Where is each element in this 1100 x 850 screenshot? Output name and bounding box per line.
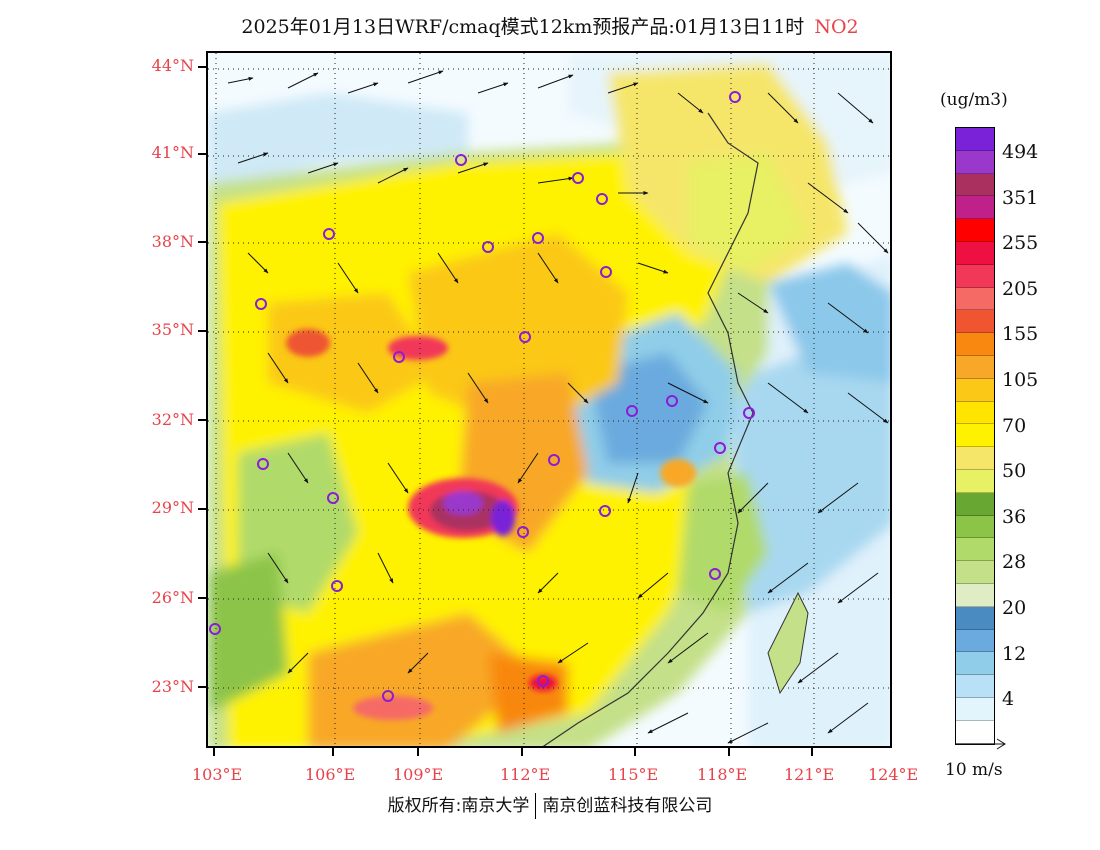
colorbar-label: 155 — [1002, 323, 1039, 346]
lon-label-118: 118°E — [697, 765, 748, 784]
lon-label-115: 115°E — [608, 765, 659, 784]
wind-scale-arrow-icon — [955, 738, 1006, 750]
lat-label-35: 35°N — [151, 320, 194, 339]
colorbar-segment — [956, 697, 994, 721]
lat-label-26: 26°N — [151, 588, 194, 607]
colorbar-label: 20 — [1002, 597, 1027, 619]
colorbar-segment — [956, 583, 994, 607]
colorbar-segment — [956, 287, 994, 311]
footer-copyright: 版权所有:南京大学 — [387, 796, 530, 816]
title-main: 2025年01月13日WRF/cmaq模式12km预报产品:01月13日11时 — [241, 16, 805, 38]
colorbar-segment — [956, 264, 994, 288]
colorbar-segment — [956, 378, 994, 402]
lon-label-121: 121°E — [784, 765, 835, 784]
lat-label-29: 29°N — [151, 498, 194, 517]
colorbar-label: 12 — [1002, 642, 1027, 665]
title-species: NO2 — [814, 16, 859, 38]
colorbar-label: 70 — [1002, 414, 1027, 437]
lat-tick — [198, 330, 206, 332]
map-canvas — [208, 53, 890, 746]
lat-tick — [198, 66, 206, 68]
wind-vectors — [227, 70, 889, 744]
city-markers — [209, 91, 755, 702]
colorbar-label: 28 — [1002, 551, 1027, 574]
colorbar-segment — [956, 333, 994, 356]
lon-label-109: 109°E — [393, 765, 444, 784]
lon-label-103: 103°E — [192, 765, 243, 784]
colorbar-segment — [956, 675, 994, 698]
colorbar-label: 50 — [1002, 460, 1027, 483]
colorbar-segment — [956, 652, 994, 676]
lon-tick — [634, 748, 636, 756]
lat-tick — [198, 597, 206, 599]
colorbar — [955, 127, 995, 745]
lon-tick — [811, 748, 813, 756]
colorbar-segment — [956, 447, 994, 470]
colorbar-segment — [956, 219, 994, 242]
lon-tick — [417, 748, 419, 756]
lat-tick — [198, 686, 206, 688]
colorbar-label: 205 — [1002, 277, 1039, 300]
colorbar-segment — [956, 241, 994, 265]
lon-tick — [213, 748, 215, 756]
lon-tick — [332, 748, 334, 756]
colorbar-label: 4 — [1002, 688, 1015, 711]
pollution-field — [208, 53, 890, 746]
lon-label-124: 124°E — [868, 765, 919, 784]
colorbar-segment — [956, 150, 994, 174]
footer-company: 南京创蓝科技有限公司 — [542, 796, 713, 816]
colorbar-unit: (ug/m3) — [940, 90, 1008, 110]
lon-label-112: 112°E — [500, 765, 551, 784]
colorbar-segment — [956, 173, 994, 197]
lon-tick — [521, 748, 523, 756]
lat-tick — [198, 153, 206, 155]
wind-scale-label: 10 m/s — [945, 760, 1003, 780]
lat-label-32: 32°N — [151, 410, 194, 429]
forecast-map[interactable] — [206, 51, 892, 748]
lat-label-41: 41°N — [151, 143, 194, 162]
colorbar-segment — [956, 128, 994, 151]
colorbar-segment — [956, 561, 994, 584]
copyright-footer: 版权所有:南京大学 南京创蓝科技有限公司 — [0, 791, 1100, 819]
colorbar-segment — [956, 196, 994, 220]
lat-tick — [198, 419, 206, 421]
lat-label-38: 38°N — [151, 232, 194, 251]
lat-tick — [198, 241, 206, 243]
colorbar-label: 36 — [1002, 505, 1027, 528]
colorbar-label: 105 — [1002, 369, 1039, 391]
lon-label-106: 106°E — [305, 765, 356, 784]
lat-label-23: 23°N — [151, 677, 194, 696]
colorbar-label: 351 — [1002, 186, 1039, 209]
colorbar-label: 255 — [1002, 232, 1039, 255]
map-title: 2025年01月13日WRF/cmaq模式12km预报产品:01月13日11时 N… — [0, 12, 1100, 39]
lat-tick — [198, 508, 206, 510]
colorbar-segment — [956, 310, 994, 334]
colorbar-segment — [956, 401, 994, 425]
lat-label-44: 44°N — [151, 56, 194, 75]
colorbar-segment — [956, 720, 994, 744]
colorbar-segment — [956, 355, 994, 379]
colorbar-segment — [956, 515, 994, 539]
hotspots — [286, 329, 696, 720]
colorbar-segment — [956, 629, 994, 653]
colorbar-segment — [956, 424, 994, 448]
colorbar-label: 494 — [1002, 141, 1039, 163]
colorbar-segment — [956, 469, 994, 493]
colorbar-segment — [956, 492, 994, 516]
colorbar-segment — [956, 606, 994, 630]
footer-divider — [535, 793, 537, 819]
lon-tick — [728, 748, 730, 756]
colorbar-segment — [956, 538, 994, 562]
